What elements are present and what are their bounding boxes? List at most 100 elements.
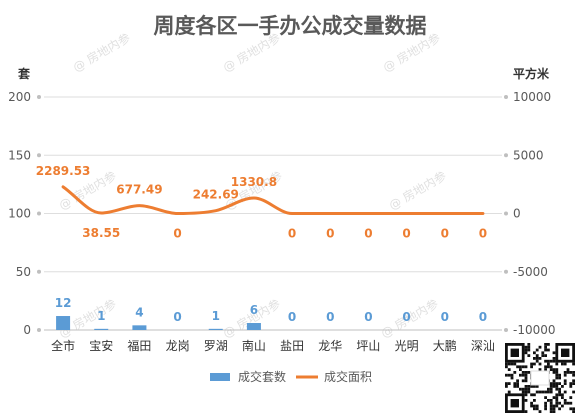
legend-line-label[interactable]: 成交面积 <box>324 369 372 384</box>
qr-module <box>519 368 522 371</box>
bar-data-label: 6 <box>250 303 258 317</box>
qr-module <box>558 376 561 380</box>
qr-module <box>516 379 519 383</box>
qr-module <box>521 373 525 377</box>
qr-module <box>558 390 561 394</box>
line-path[interactable] <box>61 185 485 215</box>
category-label: 罗湖 <box>204 338 228 353</box>
qr-module <box>563 362 567 366</box>
qr-module <box>572 362 575 366</box>
qr-module <box>547 390 550 394</box>
qr-module <box>505 382 508 385</box>
qr-logo <box>530 370 550 386</box>
left-tick-label: 50 <box>16 265 31 279</box>
legend[interactable]: 成交套数 成交面积 <box>210 369 372 384</box>
category-label: 龙华 <box>318 339 342 353</box>
qr-module <box>555 396 559 399</box>
bar-data-label: 0 <box>288 310 296 324</box>
qr-module <box>527 387 531 391</box>
qr-module <box>561 396 564 399</box>
bar-data-label: 12 <box>55 296 72 310</box>
qr-module <box>572 379 575 383</box>
qr-module <box>558 373 561 377</box>
qr-module <box>541 351 545 355</box>
right-tick-label: 5000 <box>513 148 544 162</box>
qr-module <box>569 407 573 411</box>
bar-data-label: 0 <box>364 310 372 324</box>
qr-module <box>535 390 539 394</box>
bar[interactable] <box>132 325 147 330</box>
qr-module <box>530 393 533 397</box>
qr-module <box>561 385 564 388</box>
bar-data-label: 0 <box>173 310 181 324</box>
qr-module <box>513 362 517 366</box>
line-data-label: 1330.8 <box>231 175 277 189</box>
qr-module <box>524 379 528 383</box>
line-data-label: 0 <box>441 227 449 241</box>
bar[interactable] <box>246 323 261 330</box>
bar[interactable] <box>56 316 71 330</box>
qr-module <box>555 385 559 388</box>
bar-data-label: 0 <box>441 310 449 324</box>
category-label: 龙岗 <box>166 339 190 353</box>
qr-module <box>552 359 556 363</box>
qr-module <box>572 371 575 374</box>
qr-module <box>555 376 559 380</box>
qr-module <box>555 371 559 374</box>
qr-module <box>541 390 545 394</box>
qr-module <box>524 399 528 402</box>
qr-module <box>555 393 559 397</box>
qr-module <box>538 357 542 360</box>
qr-module <box>521 387 525 391</box>
qr-module <box>521 371 525 374</box>
qr-module <box>555 373 559 377</box>
qr-module <box>535 354 539 357</box>
qr-module <box>549 399 553 402</box>
watermark-text: @ 房地内参 <box>386 168 449 213</box>
qr-module <box>544 404 547 408</box>
qr-module <box>544 354 547 357</box>
qr-module <box>552 368 556 371</box>
qr-module <box>552 351 556 355</box>
category-label: 南山 <box>242 338 266 353</box>
qr-module <box>513 385 517 388</box>
qr-module <box>533 407 536 411</box>
qr-module <box>524 373 528 377</box>
bar[interactable] <box>94 328 109 330</box>
qr-module <box>535 357 539 360</box>
qr-module <box>549 390 553 394</box>
bar[interactable] <box>208 328 223 330</box>
qr-module <box>572 382 575 385</box>
bar-data-label: 1 <box>212 309 220 323</box>
qr-module <box>547 365 550 369</box>
watermark-text: @ 房地内参 <box>70 30 133 75</box>
qr-module <box>549 407 553 411</box>
qr-module <box>544 368 547 371</box>
qr-module <box>524 410 528 413</box>
legend-bar-label[interactable]: 成交套数 <box>238 369 286 384</box>
qr-module <box>516 365 519 369</box>
qr-module <box>507 373 511 377</box>
qr-module <box>527 371 531 374</box>
qr-module <box>558 382 561 385</box>
data-labels: 12 1 4 0 1 6 0 0 0 0 0 0 2289.53 38.55 677.49 0 242.6913… <box>36 164 487 324</box>
qr-module <box>527 390 531 394</box>
qr-module <box>552 357 556 360</box>
qr-module <box>555 404 559 408</box>
category-label: 坪山 <box>356 339 380 353</box>
qr-module <box>549 359 553 363</box>
qr-module <box>524 351 528 355</box>
qr-module <box>552 396 556 399</box>
qr-module <box>533 393 536 397</box>
qr-module <box>533 404 536 408</box>
qr-module <box>544 365 547 369</box>
qr-module <box>552 410 556 413</box>
qr-module <box>563 399 567 402</box>
qr-module <box>549 410 553 413</box>
line-data-label: 677.49 <box>116 183 162 197</box>
qr-module <box>524 371 528 374</box>
axes: 050100150200-10000-50000500010000全市 宝安 福田龙… <box>8 90 555 353</box>
qr-module <box>544 407 547 411</box>
